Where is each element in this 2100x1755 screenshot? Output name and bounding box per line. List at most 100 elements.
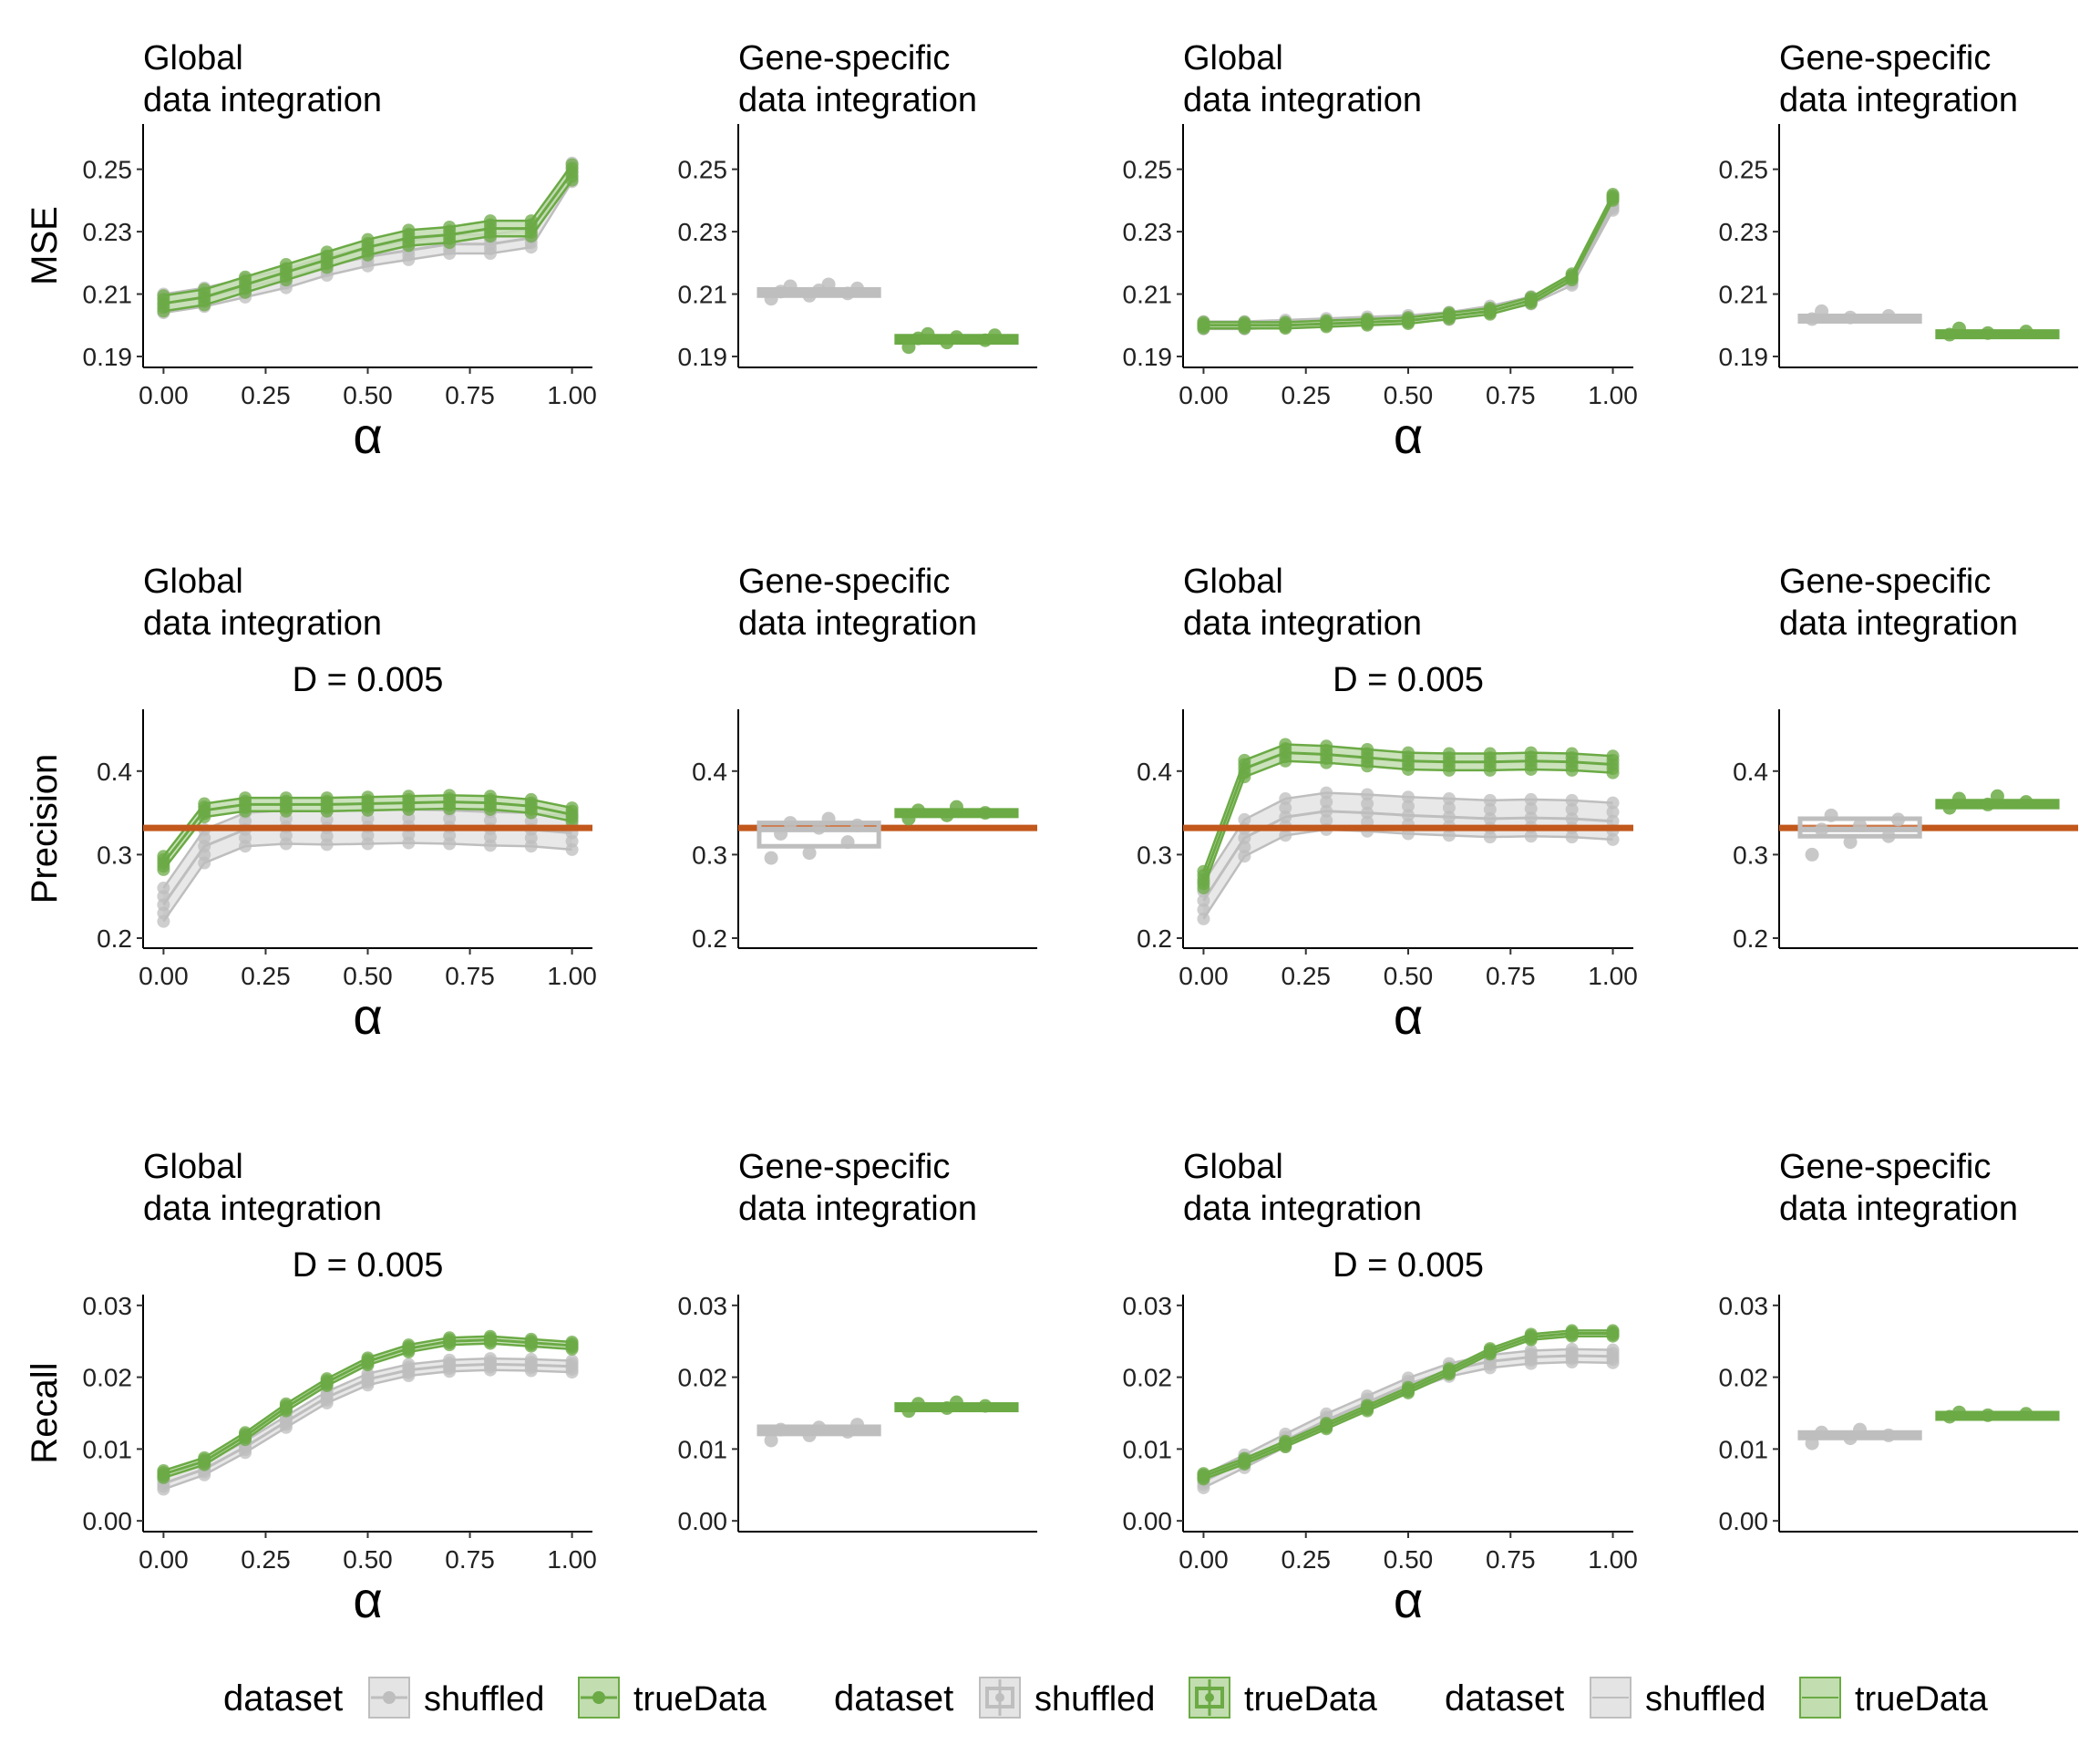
x-tick-label: 0.25 bbox=[241, 962, 291, 990]
legend-1: dataset shuffled trueData bbox=[223, 1677, 767, 1719]
y-tick-label: 0.4 bbox=[1137, 758, 1172, 786]
panel-title-line2: data integration bbox=[1779, 604, 2018, 643]
point-trueData bbox=[402, 223, 416, 237]
point-trueData bbox=[1442, 306, 1456, 320]
x-tick-label: 0.75 bbox=[1486, 381, 1536, 409]
box-point-shuffled bbox=[1843, 835, 1858, 850]
box-point-shuffled bbox=[1815, 304, 1829, 318]
y-tick-label: 0.23 bbox=[1123, 218, 1173, 246]
point-shuffled bbox=[1483, 802, 1497, 816]
box-point-shuffled bbox=[821, 277, 836, 292]
point-shuffled bbox=[1361, 806, 1374, 820]
point-trueData bbox=[402, 1338, 416, 1352]
box-point-trueData bbox=[1981, 325, 1995, 340]
legend-3: dataset shuffled trueData bbox=[1445, 1677, 1989, 1719]
panel-title-line1: Gene-specific bbox=[1779, 1148, 1991, 1186]
point-trueData bbox=[443, 1331, 457, 1345]
x-axis-label: α bbox=[353, 407, 382, 464]
point-trueData bbox=[1279, 1434, 1292, 1448]
legend-2: dataset shuffled trueData bbox=[834, 1677, 1378, 1719]
point-trueData bbox=[1483, 747, 1497, 760]
point-shuffled bbox=[1238, 831, 1251, 845]
line-trueData bbox=[1203, 196, 1614, 327]
x-tick-label: 1.00 bbox=[547, 381, 597, 409]
y-axis-label: Recall bbox=[25, 1362, 65, 1463]
x-tick-label: 0.00 bbox=[139, 1545, 189, 1574]
y-tick-label: 0.25 bbox=[1719, 156, 1769, 184]
y-tick-label: 0.2 bbox=[97, 924, 132, 953]
point-shuffled bbox=[565, 1354, 579, 1368]
x-tick-label: 0.25 bbox=[1281, 962, 1331, 990]
y-tick-label: 0.02 bbox=[1123, 1364, 1173, 1392]
panel-title-line2: data integration bbox=[1183, 604, 1422, 643]
point-shuffled bbox=[1197, 903, 1210, 916]
point-shuffled bbox=[1361, 788, 1374, 801]
legend-key-trueData bbox=[1189, 1677, 1230, 1719]
panel-title-line2: data integration bbox=[738, 81, 977, 119]
x-tick-label: 1.00 bbox=[547, 1545, 597, 1574]
y-tick-label: 0.02 bbox=[83, 1364, 133, 1392]
x-tick-label: 0.00 bbox=[1179, 1545, 1229, 1574]
panel-title-line2: data integration bbox=[1779, 1190, 2018, 1228]
box-point-trueData bbox=[987, 328, 1002, 343]
point-shuffled bbox=[1197, 893, 1210, 907]
point-trueData bbox=[1320, 1417, 1333, 1430]
box-point-shuffled bbox=[1805, 312, 1819, 326]
box-point-shuffled bbox=[812, 1420, 827, 1435]
legend-key-point bbox=[592, 1691, 605, 1704]
legend-item-label: trueData bbox=[1244, 1680, 1378, 1719]
point-shuffled bbox=[1320, 786, 1333, 800]
y-tick-label: 0.01 bbox=[1719, 1435, 1769, 1463]
point-trueData bbox=[524, 1332, 538, 1346]
band-trueData bbox=[163, 164, 572, 312]
y-tick-label: 0.3 bbox=[692, 841, 727, 869]
point-shuffled bbox=[1442, 801, 1456, 815]
box-point-shuffled bbox=[1881, 829, 1896, 843]
point-trueData bbox=[483, 214, 497, 228]
band-upper-trueData bbox=[1203, 193, 1614, 324]
panel-title-line1: Global bbox=[143, 1148, 243, 1186]
point-trueData bbox=[279, 258, 293, 272]
x-tick-label: 0.75 bbox=[445, 962, 495, 990]
panel-subtitle: D = 0.005 bbox=[293, 661, 444, 699]
y-axis-label: MSE bbox=[25, 206, 65, 285]
x-tick-label: 1.00 bbox=[1588, 962, 1638, 990]
box-point-trueData bbox=[1990, 789, 2004, 803]
point-trueData bbox=[1279, 315, 1292, 329]
y-tick-label: 0.19 bbox=[678, 343, 728, 371]
y-tick-label: 0.00 bbox=[1719, 1507, 1769, 1535]
point-trueData bbox=[1483, 1342, 1497, 1356]
box-point-shuffled bbox=[1853, 818, 1868, 832]
legend-title: dataset bbox=[223, 1678, 343, 1719]
panel-mse-global-1: Global data integration 0.19 0.21 0.23 0.25 0.… bbox=[25, 39, 597, 464]
point-trueData bbox=[1565, 1324, 1579, 1337]
box-point-shuffled bbox=[1815, 822, 1829, 837]
box-point-shuffled bbox=[1843, 1431, 1858, 1446]
x-tick-label: 0.50 bbox=[1384, 962, 1434, 990]
x-tick-label: 0.50 bbox=[343, 962, 393, 990]
point-shuffled bbox=[1442, 829, 1456, 842]
y-tick-label: 0.23 bbox=[678, 218, 728, 246]
box-point-trueData bbox=[949, 330, 963, 345]
box-point-shuffled bbox=[1853, 1422, 1868, 1437]
point-trueData bbox=[1238, 315, 1251, 329]
x-tick-label: 0.25 bbox=[1281, 1545, 1331, 1574]
x-axis-label: α bbox=[353, 987, 382, 1045]
point-trueData bbox=[198, 797, 211, 810]
panel-title-line2: data integration bbox=[1183, 1190, 1422, 1228]
panel-title-line1: Gene-specific bbox=[738, 563, 950, 601]
box-point-shuffled bbox=[1881, 1428, 1896, 1442]
x-tick-label: 0.50 bbox=[1384, 1545, 1434, 1574]
panel-subtitle: D = 0.005 bbox=[293, 1246, 444, 1285]
legend-title: dataset bbox=[834, 1678, 953, 1719]
y-tick-label: 0.00 bbox=[1123, 1507, 1173, 1535]
y-tick-label: 0.21 bbox=[678, 281, 728, 309]
box-point-trueData bbox=[911, 1397, 925, 1411]
y-tick-label: 0.25 bbox=[678, 156, 728, 184]
band-shuffled bbox=[1203, 1348, 1613, 1488]
point-shuffled bbox=[1402, 1371, 1415, 1385]
point-trueData bbox=[1197, 864, 1210, 878]
point-shuffled bbox=[1279, 801, 1292, 815]
